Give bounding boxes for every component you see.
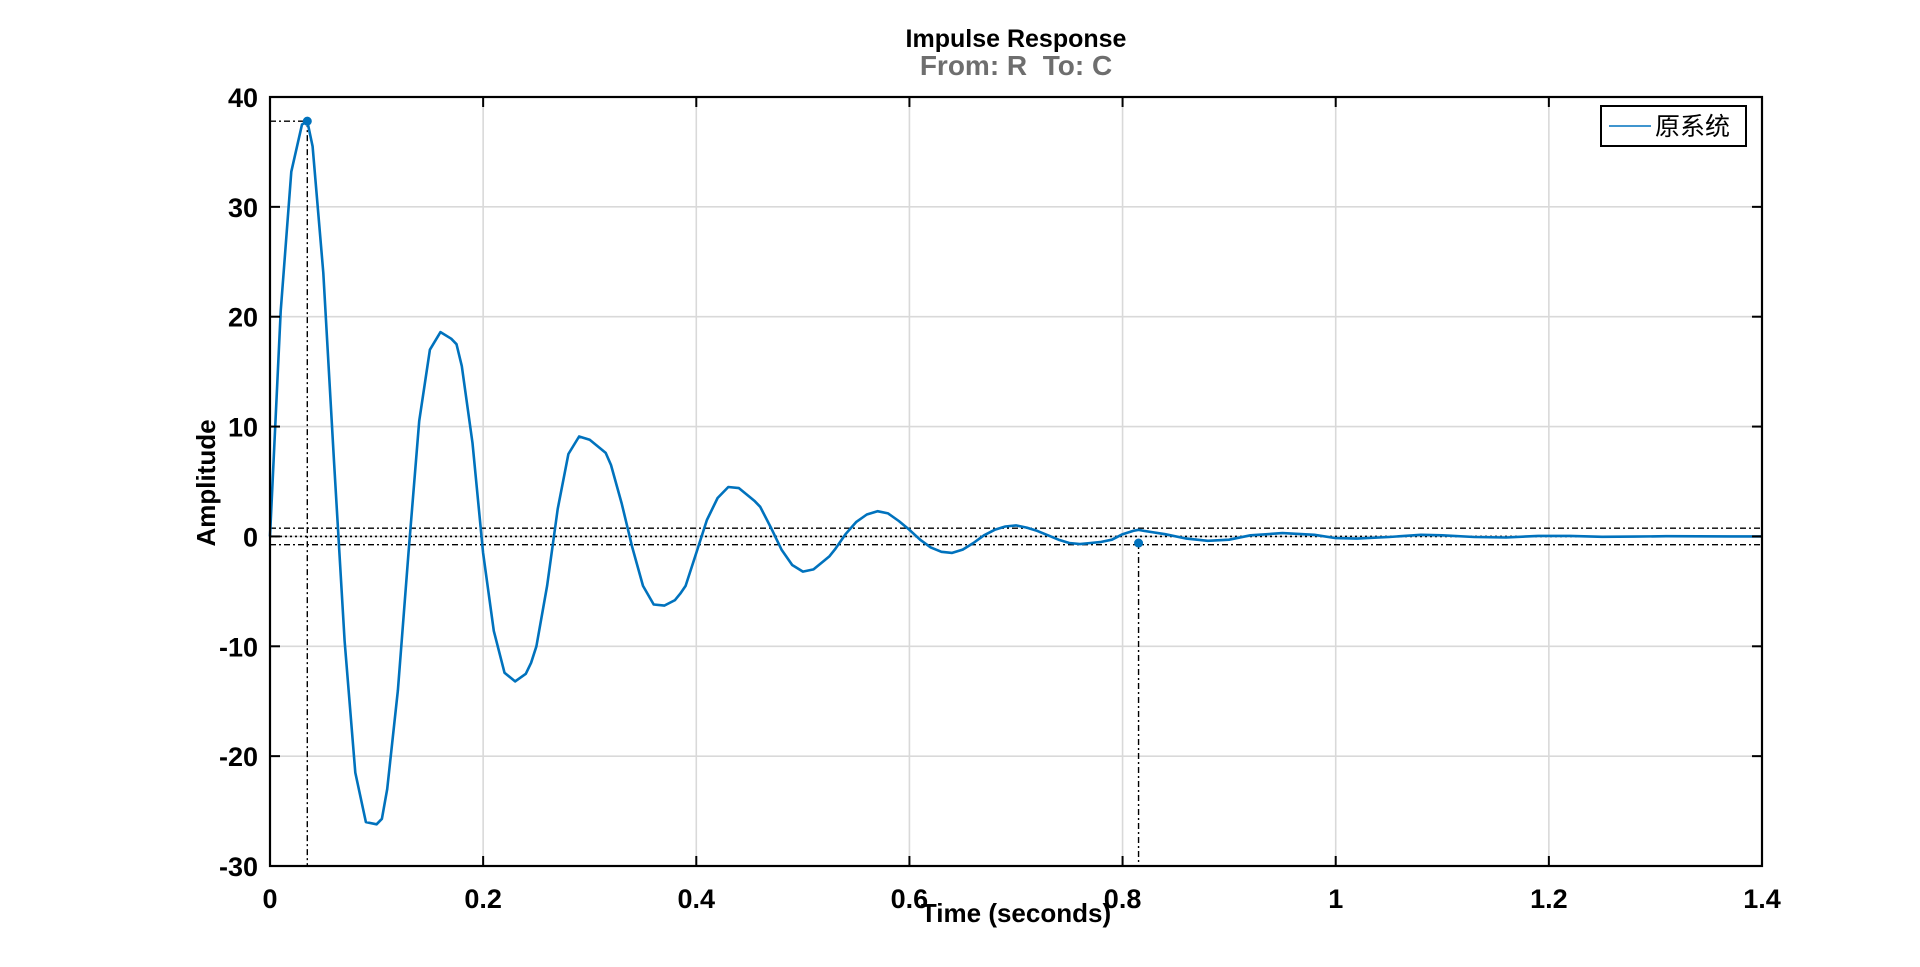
y-tick-label: -20: [219, 742, 258, 772]
x-tick-label: 0.4: [678, 884, 716, 914]
x-tick-label: 0.2: [464, 884, 502, 914]
x-tick-label: 0.6: [891, 884, 929, 914]
axis-ticks: 0 0.2 0.4 0.6 0.8 1 1.2 1.4 -30 -20 -10 0 10 20 30 40: [219, 83, 1781, 914]
x-tick-label: 0: [262, 884, 277, 914]
y-tick-label: 0: [243, 522, 258, 552]
grid-lines: [270, 97, 1762, 866]
x-tick-label: 1.2: [1530, 884, 1568, 914]
axes-frame: [268, 95, 1764, 868]
settling-marker: [1134, 538, 1144, 548]
peak-marker: [302, 116, 312, 126]
x-axis-label: Time (seconds): [921, 898, 1111, 928]
y-tick-label: 20: [228, 303, 258, 333]
y-tick-label: -30: [219, 852, 258, 882]
characteristic-guide-lines: [270, 120, 1762, 866]
y-tick-label: 40: [228, 83, 258, 113]
y-tick-label: 30: [228, 193, 258, 223]
x-tick-label: 1: [1328, 884, 1343, 914]
legend: 原系统: [1600, 105, 1747, 147]
series-line: [268, 119, 1762, 826]
y-tick-label: -10: [219, 632, 258, 662]
chart-subtitle: From: R To: C: [920, 50, 1112, 81]
x-tick-label: 1.4: [1743, 884, 1781, 914]
legend-label: 原系统: [1655, 113, 1730, 141]
x-tick-label: 0.8: [1104, 884, 1142, 914]
y-tick-label: 10: [228, 413, 258, 443]
axes-box: [268, 95, 1764, 868]
y-axis-label: Amplitude: [191, 419, 221, 546]
series-layer: [268, 116, 1762, 826]
chart-title: Impulse Response: [906, 25, 1127, 53]
